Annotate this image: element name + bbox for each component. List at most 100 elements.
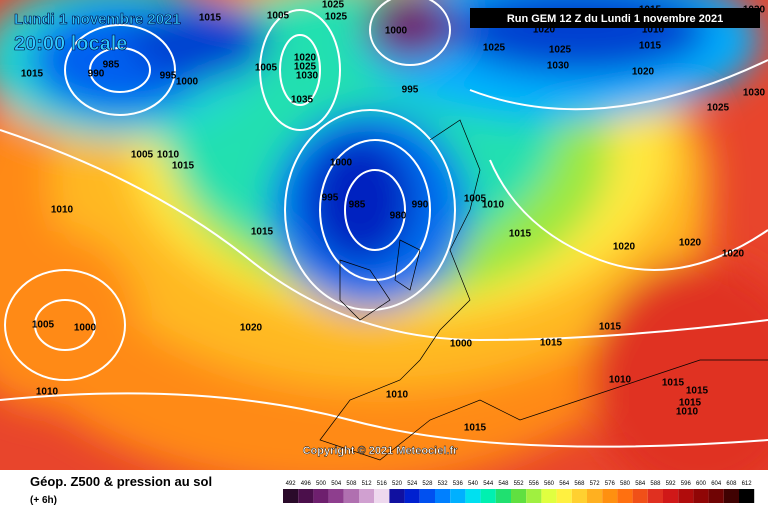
scale-label: 524 — [407, 481, 418, 487]
isobar-label: 1015 — [662, 378, 685, 389]
isobar-label: 995 — [402, 85, 419, 96]
scale-label: 496 — [301, 481, 312, 487]
scale-label: 544 — [483, 481, 494, 487]
legend-title: Géop. Z500 & pression au sol — [30, 474, 212, 489]
isobar-label: 1010 — [609, 375, 632, 386]
legend-subtitle: (+ 6h) — [30, 495, 57, 506]
scale-swatch — [602, 489, 618, 503]
isobar-label: 1020 — [632, 67, 655, 78]
scale-label: 596 — [681, 481, 692, 487]
isobar-label: 1005 — [267, 11, 290, 22]
isobar-label: 1000 — [176, 77, 199, 88]
isobar-label: 1035 — [291, 95, 314, 106]
isobar-label: 1030 — [743, 5, 766, 16]
isobar-label: 1005 — [464, 194, 487, 205]
scale-swatch — [495, 489, 511, 503]
isobar-label: 1025 — [483, 43, 506, 54]
isobar-label: 980 — [390, 211, 407, 222]
scale-swatch — [298, 489, 314, 503]
color-scale: 492 496 500 504 508 512 516 520 524 528 532 536 540 5… — [283, 481, 755, 503]
isobar-label: 1020 — [240, 323, 263, 334]
scale-label: 552 — [514, 481, 525, 487]
scale-swatch — [647, 489, 663, 503]
scale-label: 580 — [620, 481, 631, 487]
isobar-label: 1030 — [743, 88, 766, 99]
isobar-label: 1015 — [599, 322, 622, 333]
scale-label: 604 — [711, 481, 722, 487]
isobar-label: 1010 — [157, 150, 180, 161]
scale-swatch — [313, 489, 329, 503]
isobar-label: 1015 — [172, 161, 195, 172]
scale-swatch — [693, 489, 709, 503]
isobar-label: 1005 — [32, 320, 55, 331]
scale-swatch — [617, 489, 633, 503]
isobar-label: 985 — [349, 200, 366, 211]
run-info: Run GEM 12 Z du Lundi 1 novembre 2021 — [507, 13, 723, 25]
isobar-label: 1025 — [707, 103, 730, 114]
scale-swatch — [328, 489, 344, 503]
scale-label: 588 — [650, 481, 661, 487]
isobar-label: 1020 — [533, 25, 556, 36]
scale-label: 564 — [559, 481, 570, 487]
copyright: Copyright © 2021 Meteociel.fr — [303, 445, 459, 457]
scale-label: 532 — [438, 481, 449, 487]
scale-swatch — [526, 489, 542, 503]
scale-swatch — [465, 489, 481, 503]
scale-swatch — [556, 489, 572, 503]
scale-swatch — [723, 489, 739, 503]
isobar-label: 1030 — [547, 61, 570, 72]
isobar-label: 1015 — [639, 5, 662, 16]
scale-label: 608 — [726, 481, 737, 487]
scale-swatch — [663, 489, 679, 503]
scale-swatch — [283, 489, 299, 503]
isobar-label: 1000 — [385, 26, 408, 37]
isobar-label: 1015 — [464, 423, 487, 434]
isobar-label: 1015 — [639, 41, 662, 52]
isobar-label: 1025 — [325, 12, 348, 23]
scale-label: 508 — [346, 481, 357, 487]
isobar-label: 1020 — [722, 249, 745, 260]
scale-swatch — [450, 489, 466, 503]
isobar-label: 1015 — [21, 69, 44, 80]
scale-swatch — [359, 489, 375, 503]
scale-label: 612 — [742, 481, 753, 487]
isobar-label: 1015 — [686, 386, 709, 397]
scale-label: 520 — [392, 481, 403, 487]
scale-label: 576 — [605, 481, 616, 487]
isobar-label: 1010 — [51, 205, 74, 216]
scale-label: 572 — [590, 481, 601, 487]
isobar-label: 1025 — [322, 0, 345, 11]
scale-swatch — [587, 489, 603, 503]
scale-label: 504 — [331, 481, 342, 487]
isobar-label: 1020 — [294, 53, 317, 64]
isobar-label: 990 — [412, 200, 429, 211]
isobar-label: 1020 — [613, 242, 636, 253]
isobar-label: 1005 — [131, 150, 154, 161]
scale-label: 592 — [666, 481, 677, 487]
isobar-label: 1030 — [296, 71, 319, 82]
isobar-label: 1000 — [330, 158, 353, 169]
scale-swatch — [419, 489, 435, 503]
isobar-label: 1025 — [549, 45, 572, 56]
isobar-label: 1000 — [74, 323, 97, 334]
map-time: 20:00 locale — [14, 33, 127, 55]
scale-swatch — [480, 489, 496, 503]
scale-label: 584 — [635, 481, 646, 487]
scale-label: 536 — [453, 481, 464, 487]
scale-label: 568 — [574, 481, 585, 487]
scale-label: 560 — [544, 481, 555, 487]
scale-swatch — [435, 489, 451, 503]
scale-label: 492 — [286, 481, 297, 487]
scale-swatch — [511, 489, 527, 503]
scale-swatch — [678, 489, 694, 503]
isobar-label: 1015 — [679, 398, 702, 409]
isobar-label: 1010 — [642, 25, 665, 36]
scale-swatch — [708, 489, 724, 503]
scale-label: 548 — [498, 481, 509, 487]
isobar-label: 1015 — [509, 229, 532, 240]
map-field — [0, 0, 768, 470]
isobar-label: 1015 — [251, 227, 274, 238]
isobar-label: 1005 — [255, 63, 278, 74]
isobar-label: 1015 — [199, 13, 222, 24]
